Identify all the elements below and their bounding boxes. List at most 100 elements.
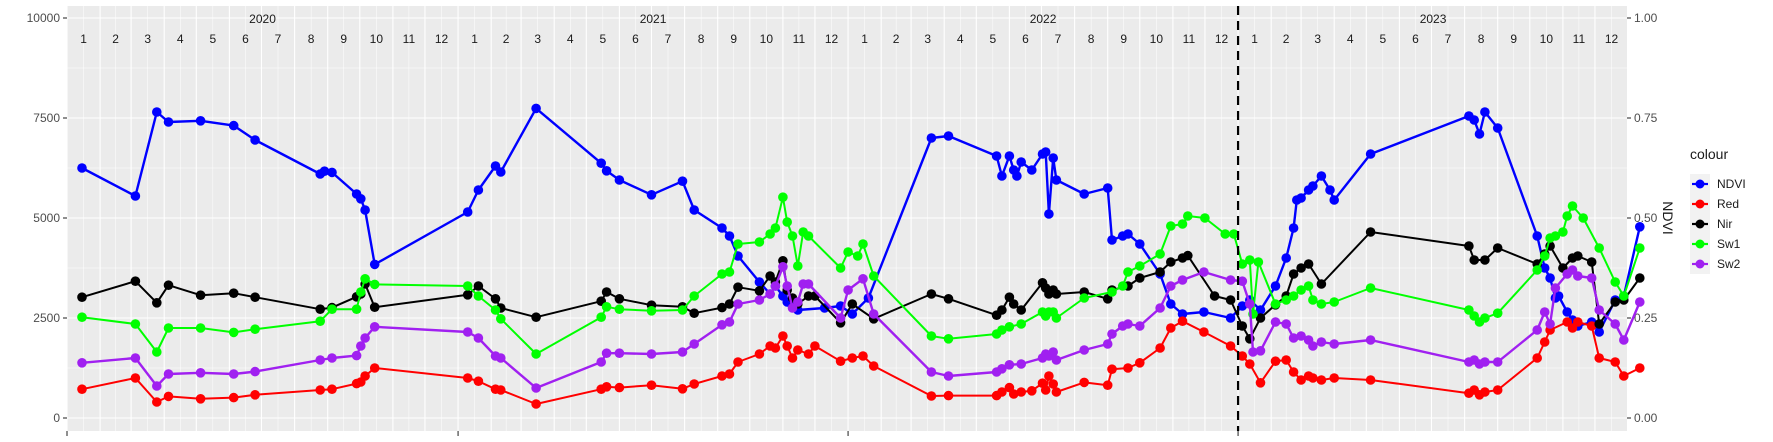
data-point-sw2 <box>596 357 606 367</box>
data-point-ndvi <box>163 117 174 127</box>
data-point-ndvi <box>1281 253 1291 263</box>
month-label: 11 <box>1183 32 1196 46</box>
data-point-ndvi <box>473 185 484 195</box>
data-point-sw2 <box>1004 360 1015 370</box>
data-point-red <box>1308 373 1318 383</box>
data-point-nir <box>1365 227 1376 237</box>
data-point-nir <box>601 287 612 297</box>
data-point-red <box>1135 358 1145 368</box>
data-point-sw1 <box>778 192 788 202</box>
data-point-nir <box>1255 313 1266 323</box>
data-point-nir <box>1480 255 1490 265</box>
data-point-ndvi <box>1532 231 1542 241</box>
data-point-ndvi <box>943 131 954 141</box>
data-point-ndvi <box>1325 185 1335 195</box>
data-point-red <box>1619 371 1629 381</box>
month-label: 5 <box>600 32 607 46</box>
data-point-nir <box>1051 289 1062 299</box>
series-layer <box>77 103 1645 409</box>
data-point-red <box>782 341 792 351</box>
legend-key-point-sw2 <box>1695 259 1705 269</box>
legend-key-point-nir <box>1695 219 1705 229</box>
series-sw1 <box>77 192 1645 359</box>
month-label: 12 <box>1215 32 1229 46</box>
data-point-sw1 <box>717 269 727 279</box>
legend-key-point-ndvi <box>1695 179 1705 189</box>
data-point-ndvi <box>1365 149 1376 159</box>
data-point-sw2 <box>77 358 87 368</box>
data-point-nir <box>1183 250 1193 261</box>
month-label: 8 <box>308 32 315 46</box>
data-point-red <box>473 376 484 387</box>
month-label: 11 <box>1573 32 1586 46</box>
data-point-ndvi <box>1480 107 1490 117</box>
y-right-tick-label: 0.00 <box>1634 411 1658 425</box>
data-point-ndvi <box>1040 147 1051 157</box>
data-point-sw2 <box>531 383 541 393</box>
month-label: 3 <box>924 32 931 46</box>
series-red <box>77 316 1645 409</box>
data-point-ndvi <box>356 194 366 204</box>
data-point-sw1 <box>1229 229 1239 239</box>
data-point-ndvi <box>1048 153 1058 163</box>
month-label: 10 <box>760 32 774 46</box>
data-point-ndvi <box>77 163 87 173</box>
data-point-red <box>1040 385 1051 395</box>
data-point-nir <box>1573 251 1583 261</box>
month-label: 9 <box>1120 32 1127 46</box>
data-point-red <box>1288 367 1299 377</box>
data-point-ndvi <box>1474 129 1485 139</box>
data-point-sw2 <box>717 320 727 330</box>
data-point-red <box>1270 356 1281 367</box>
data-point-sw2 <box>765 289 775 299</box>
data-point-sw1 <box>943 334 954 344</box>
data-point-red <box>1102 380 1113 391</box>
data-point-nir <box>490 294 501 304</box>
data-point-sw2 <box>1316 337 1327 347</box>
month-label: 10 <box>1150 32 1164 46</box>
y-left-tick-label: 7500 <box>33 111 60 125</box>
data-point-nir <box>724 299 735 309</box>
data-point-red <box>163 391 174 402</box>
data-point-sw1 <box>1253 257 1264 267</box>
legend: colour NDVI Red Nir Sw1 Sw2 <box>1690 146 1746 274</box>
data-point-red <box>1008 389 1019 399</box>
data-point-sw1 <box>601 302 612 312</box>
month-label: 3 <box>144 32 151 46</box>
data-point-sw2 <box>1635 297 1645 307</box>
legend-label-nir: Nir <box>1717 217 1732 231</box>
data-point-sw1 <box>1135 261 1145 271</box>
data-point-red <box>810 341 820 351</box>
data-point-sw1 <box>1245 255 1255 265</box>
data-point-ndvi <box>1492 123 1503 133</box>
data-point-ndvi <box>1107 235 1117 245</box>
y-left-tick-label: 10000 <box>27 11 61 25</box>
data-point-sw1 <box>782 217 792 227</box>
series-sw2 <box>77 262 1645 393</box>
data-point-red <box>793 345 803 355</box>
data-point-sw2 <box>614 348 625 359</box>
month-label: 3 <box>1314 32 1321 46</box>
data-point-red <box>1199 327 1209 337</box>
data-point-sw1 <box>677 305 688 315</box>
data-point-red <box>462 373 473 383</box>
data-point-red <box>847 353 858 363</box>
data-point-sw2 <box>1492 357 1503 367</box>
data-point-red <box>1480 387 1490 397</box>
data-point-nir <box>1610 297 1620 307</box>
month-label: 5 <box>990 32 997 46</box>
data-point-sw2 <box>770 281 781 291</box>
data-point-sw1 <box>926 331 937 341</box>
data-point-ndvi <box>847 309 858 319</box>
month-label: 4 <box>957 32 964 46</box>
data-point-ndvi <box>1545 273 1555 283</box>
month-label: 6 <box>1022 32 1029 46</box>
data-point-nir <box>717 302 727 313</box>
month-label: 6 <box>242 32 249 46</box>
data-point-nir <box>1464 241 1474 251</box>
month-label: 1 <box>1251 32 1258 46</box>
data-point-sw2 <box>803 279 814 289</box>
data-point-red <box>152 397 162 407</box>
data-point-ndvi <box>1553 291 1564 301</box>
y-right-tick-label: 0.25 <box>1634 311 1658 325</box>
